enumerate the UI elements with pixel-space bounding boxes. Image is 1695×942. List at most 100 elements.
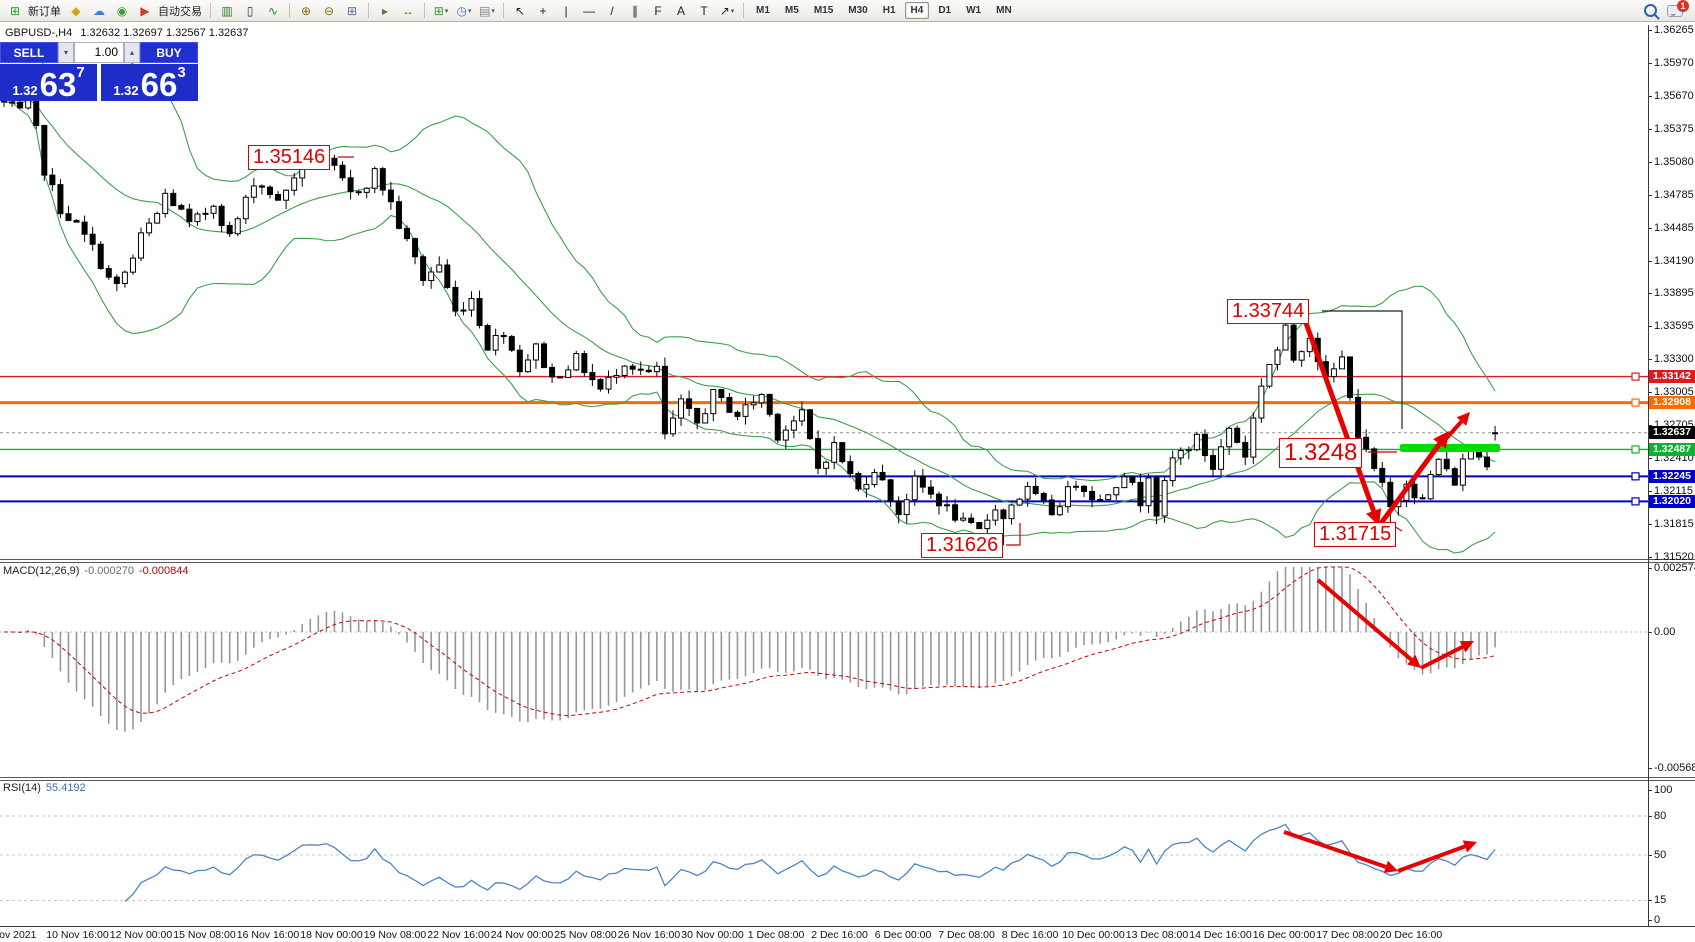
rsi-axis-tick bbox=[1648, 855, 1652, 856]
signals-icon-icon: ◉ bbox=[116, 3, 128, 18]
toolbar-separator bbox=[503, 3, 504, 18]
gold-icon[interactable]: ◆ bbox=[65, 2, 87, 20]
label-button[interactable]: T bbox=[693, 2, 715, 20]
rsi-axis-tick bbox=[1648, 816, 1652, 817]
buy-price-display[interactable]: 1.32 66 3 bbox=[101, 64, 198, 101]
candlestick-chart-button[interactable]: ▯ bbox=[239, 2, 261, 20]
auto-scroll-button[interactable]: ▸ bbox=[374, 2, 396, 20]
volume-input[interactable]: 1.00 bbox=[74, 42, 124, 63]
price-axis-line[interactable] bbox=[1648, 25, 1649, 926]
price-annotation[interactable]: 1.35146 bbox=[248, 145, 331, 170]
timeframe-h4-button[interactable]: H4 bbox=[904, 2, 930, 19]
bar-chart-icon: ▥ bbox=[221, 3, 233, 18]
price-annotation[interactable]: 1.31626 bbox=[921, 533, 1004, 558]
search-icon[interactable] bbox=[1644, 4, 1657, 17]
autotrading-button[interactable]: ▶ bbox=[134, 2, 156, 20]
price-annotation[interactable]: 1.33744 bbox=[1227, 299, 1310, 324]
signals-icon[interactable]: ◉ bbox=[111, 2, 133, 20]
timeframe-m15-button[interactable]: M15 bbox=[813, 5, 834, 16]
price-annotation[interactable]: 1.31715 bbox=[1314, 522, 1397, 547]
sell-price-display[interactable]: 1.32 63 7 bbox=[0, 64, 97, 101]
rsi-panel-divider[interactable] bbox=[0, 777, 1695, 781]
y-axis-label: 1.32115 bbox=[1654, 485, 1693, 497]
tile-windows-button[interactable]: ⊞ bbox=[341, 2, 363, 20]
chart-drawings[interactable] bbox=[338, 156, 1500, 546]
macd-axis-label: -0.00568 bbox=[1654, 762, 1695, 774]
timeframe-m5-button[interactable]: M5 bbox=[784, 5, 799, 16]
new-order-icon: ⊞ bbox=[9, 3, 21, 18]
macd-label: MACD(12,26,9) -0.000270 -0.000844 bbox=[3, 565, 194, 577]
crosshair-icon: + bbox=[539, 3, 547, 18]
periodicity-button[interactable]: ◷ ▾ bbox=[453, 2, 475, 20]
bar-chart-button[interactable]: ▥ bbox=[216, 2, 238, 20]
crosshair-button[interactable]: + bbox=[532, 2, 554, 20]
toolbar-separator bbox=[210, 3, 211, 18]
chart-shift-button[interactable]: ↔ bbox=[397, 2, 419, 20]
cursor-button[interactable]: ↖ bbox=[509, 2, 531, 20]
x-axis-label: 1 Dec 08:00 bbox=[747, 929, 805, 941]
templates-button[interactable]: ▤ ▾ bbox=[476, 2, 498, 20]
macd-axis-tick bbox=[1648, 632, 1652, 633]
x-axis-label: 24 Nov 00:00 bbox=[490, 929, 554, 941]
price-annotation[interactable]: 1.3248 bbox=[1279, 438, 1363, 468]
y-axis-tick bbox=[1648, 129, 1652, 130]
timeframe-m1-button[interactable]: M1 bbox=[756, 5, 770, 16]
channel-icon: ∥ bbox=[632, 3, 638, 18]
sell-button[interactable]: SELL bbox=[0, 42, 58, 63]
zoom-in-button[interactable]: ⊕ bbox=[295, 2, 317, 20]
chart-shift-icon: ↔ bbox=[402, 3, 414, 18]
dropdown-caret-icon: ▾ bbox=[444, 7, 449, 15]
y-axis-tick bbox=[1648, 228, 1652, 229]
macd-drawings[interactable] bbox=[1316, 578, 1474, 670]
time-axis-line[interactable] bbox=[0, 926, 1695, 927]
y-axis-label: 1.34785 bbox=[1654, 189, 1694, 201]
volume-increase-button[interactable]: ▴ bbox=[124, 42, 140, 63]
chat-icon[interactable]: 1 bbox=[1667, 0, 1689, 17]
macd-panel bbox=[0, 566, 1648, 732]
timeframe-d1-button[interactable]: D1 bbox=[938, 5, 952, 16]
rsi-drawings[interactable] bbox=[1283, 830, 1477, 873]
macd-name: MACD(12,26,9) bbox=[3, 565, 80, 577]
rsi-value: 55.4192 bbox=[45, 782, 86, 794]
new-chart-button[interactable]: ⊞ ▾ bbox=[430, 2, 452, 20]
rsi-name: RSI(14) bbox=[3, 782, 41, 794]
cursor-icon: ↖ bbox=[514, 3, 526, 18]
volume-decrease-button[interactable]: ▾ bbox=[58, 42, 74, 63]
chart-header: GBPUSD-,H4 1.32632 1.32697 1.32567 1.326… bbox=[5, 27, 254, 39]
macd-signal-value: -0.000844 bbox=[138, 565, 189, 577]
macd-panel-divider[interactable] bbox=[0, 559, 1695, 563]
candlestick-chart-icon: ▯ bbox=[246, 3, 254, 18]
arrows-icon: ↗ bbox=[719, 3, 730, 18]
text-button[interactable]: A bbox=[670, 2, 692, 20]
rsi-axis-label: 15 bbox=[1654, 894, 1667, 906]
timeframe-h1-button[interactable]: H1 bbox=[882, 5, 896, 16]
green-highlight-bar bbox=[1400, 444, 1500, 452]
y-axis-tick bbox=[1648, 524, 1652, 525]
x-axis-label: 6 Dec 00:00 bbox=[874, 929, 932, 941]
x-axis-label: 14 Dec 16:00 bbox=[1189, 929, 1252, 941]
buy-button[interactable]: BUY bbox=[140, 42, 198, 63]
new-order-button[interactable]: ⊞ bbox=[4, 2, 26, 20]
fibonacci-icon: F bbox=[654, 3, 662, 18]
horizontal-line-button[interactable]: — bbox=[578, 2, 600, 20]
channel-button[interactable]: ∥ bbox=[624, 2, 646, 20]
timeframe-m30-button[interactable]: M30 bbox=[848, 5, 868, 16]
timeframe-mn-button[interactable]: MN bbox=[996, 5, 1012, 16]
x-axis-label: 10 Nov 16:00 bbox=[46, 929, 109, 941]
fibonacci-button[interactable]: F bbox=[647, 2, 669, 20]
one-click-trading-panel: SELL ▾ 1.00 ▴ BUY 1.32 63 7 1.32 66 3 bbox=[0, 42, 198, 101]
line-chart-button[interactable]: ∿ bbox=[262, 2, 284, 20]
rsi-label: RSI(14) 55.4192 bbox=[3, 782, 91, 794]
community-icon[interactable]: ☁ bbox=[88, 2, 110, 20]
arrows-button[interactable]: ↗ ▾ bbox=[716, 2, 738, 20]
x-axis-label: 18 Nov 00:00 bbox=[300, 929, 363, 941]
x-axis-label: 30 Nov 00:00 bbox=[681, 929, 744, 941]
zoom-out-button[interactable]: ⊖ bbox=[318, 2, 340, 20]
y-axis-tick bbox=[1648, 96, 1652, 97]
rsi-axis-label: 80 bbox=[1654, 810, 1667, 822]
vertical-line-button[interactable]: | bbox=[555, 2, 577, 20]
timeframe-w1-button[interactable]: W1 bbox=[966, 5, 982, 16]
horizontal-levels[interactable] bbox=[0, 372, 1648, 506]
trendline-button[interactable]: / bbox=[601, 2, 623, 20]
